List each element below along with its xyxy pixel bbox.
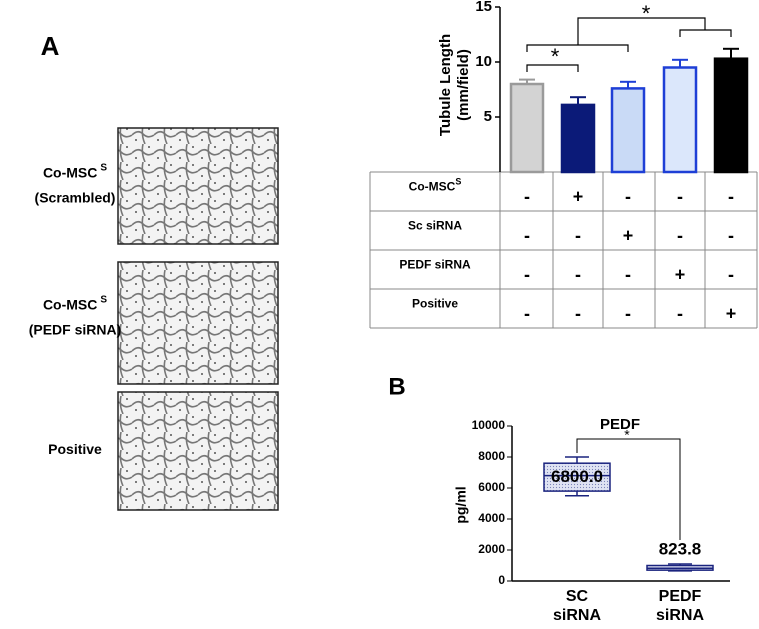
micrograph — [117, 261, 279, 385]
y-tick-label: 15 — [475, 0, 492, 15]
significance-bracket — [576, 438, 681, 540]
annotation: * — [642, 1, 651, 26]
cell: - — [524, 186, 530, 206]
value-label: 823.8 — [659, 539, 702, 558]
image-label: (Scrambled) — [35, 189, 116, 205]
label-text: (PEDF siRNA) — [29, 321, 122, 337]
image-label: (PEDF siRNA) — [29, 321, 122, 337]
superscript: S — [100, 294, 107, 305]
chart-title: PEDF — [600, 416, 640, 433]
x-tick-label: PEDF — [659, 588, 702, 605]
cell: - — [524, 264, 530, 284]
cell: + — [573, 186, 584, 206]
significance-bracket — [526, 17, 732, 72]
cell: - — [524, 225, 530, 245]
cell: - — [575, 225, 581, 245]
bar — [560, 103, 596, 174]
y-tick-label: 2000 — [478, 542, 505, 556]
y-tick-label: 6000 — [478, 480, 505, 494]
row-label: PEDF siRNA — [399, 258, 471, 272]
cell: - — [575, 303, 581, 323]
cell: - — [625, 186, 631, 206]
bar — [662, 66, 698, 174]
y-tick-label: 0 — [498, 573, 505, 587]
cell: - — [625, 264, 631, 284]
box — [543, 462, 611, 492]
superscript: S — [100, 162, 107, 173]
annotation: * — [624, 427, 630, 443]
y-tick-label: 8000 — [478, 449, 505, 463]
label-text: (Scrambled) — [35, 189, 116, 205]
x-tick-label: siRNA — [553, 607, 601, 624]
cell: - — [625, 303, 631, 323]
annotation: * — [551, 44, 560, 69]
y-tick-label: 4000 — [478, 511, 505, 525]
y-axis-label: Tubule Length — [437, 34, 454, 136]
y-tick-label: 10000 — [472, 418, 506, 432]
image-label: Co-MSC S — [43, 162, 107, 180]
cell: - — [728, 225, 734, 245]
x-tick-label: siRNA — [656, 607, 704, 624]
cell: - — [728, 186, 734, 206]
cell: + — [623, 225, 634, 245]
superscript: S — [455, 177, 461, 187]
panel-label: B — [388, 373, 405, 400]
y-axis-label: (mm/field) — [455, 49, 472, 121]
bar — [713, 57, 749, 174]
row-label: Positive — [412, 297, 458, 311]
label-text: PEDF siRNA — [399, 258, 471, 272]
label-text: Co-MSC — [43, 164, 97, 180]
label-text: Co-MSC — [409, 180, 456, 194]
row-label: Sc siRNA — [408, 219, 462, 233]
micrograph — [117, 391, 279, 511]
cell: - — [677, 186, 683, 206]
cell: - — [677, 303, 683, 323]
panel-label: A — [41, 31, 60, 61]
cell: + — [726, 303, 737, 323]
label-text: Co-MSC — [43, 296, 97, 312]
value-label: 6800.0 — [551, 467, 603, 486]
cell: - — [524, 303, 530, 323]
cell: - — [677, 225, 683, 245]
y-tick-label: 10 — [475, 53, 492, 70]
micrograph — [117, 127, 279, 245]
bar — [610, 87, 646, 174]
y-tick-label: 5 — [484, 108, 492, 125]
cell: + — [675, 264, 686, 284]
label-text: Sc siRNA — [408, 219, 462, 233]
label-text: Positive — [412, 297, 458, 311]
x-tick-label: SC — [566, 588, 589, 605]
cell: - — [728, 264, 734, 284]
image-label: Co-MSC S — [43, 294, 107, 312]
label-text: Positive — [48, 441, 102, 457]
row-label: Co-MSCS — [409, 177, 462, 194]
cell: - — [575, 264, 581, 284]
table: Co-MSCS - + - - - Sc siRNA - - + - - PEDF siRNA - - - + -… — [369, 171, 758, 329]
image-label: Positive — [48, 441, 102, 457]
bar — [509, 82, 545, 174]
y-axis-label: pg/ml — [453, 486, 469, 523]
